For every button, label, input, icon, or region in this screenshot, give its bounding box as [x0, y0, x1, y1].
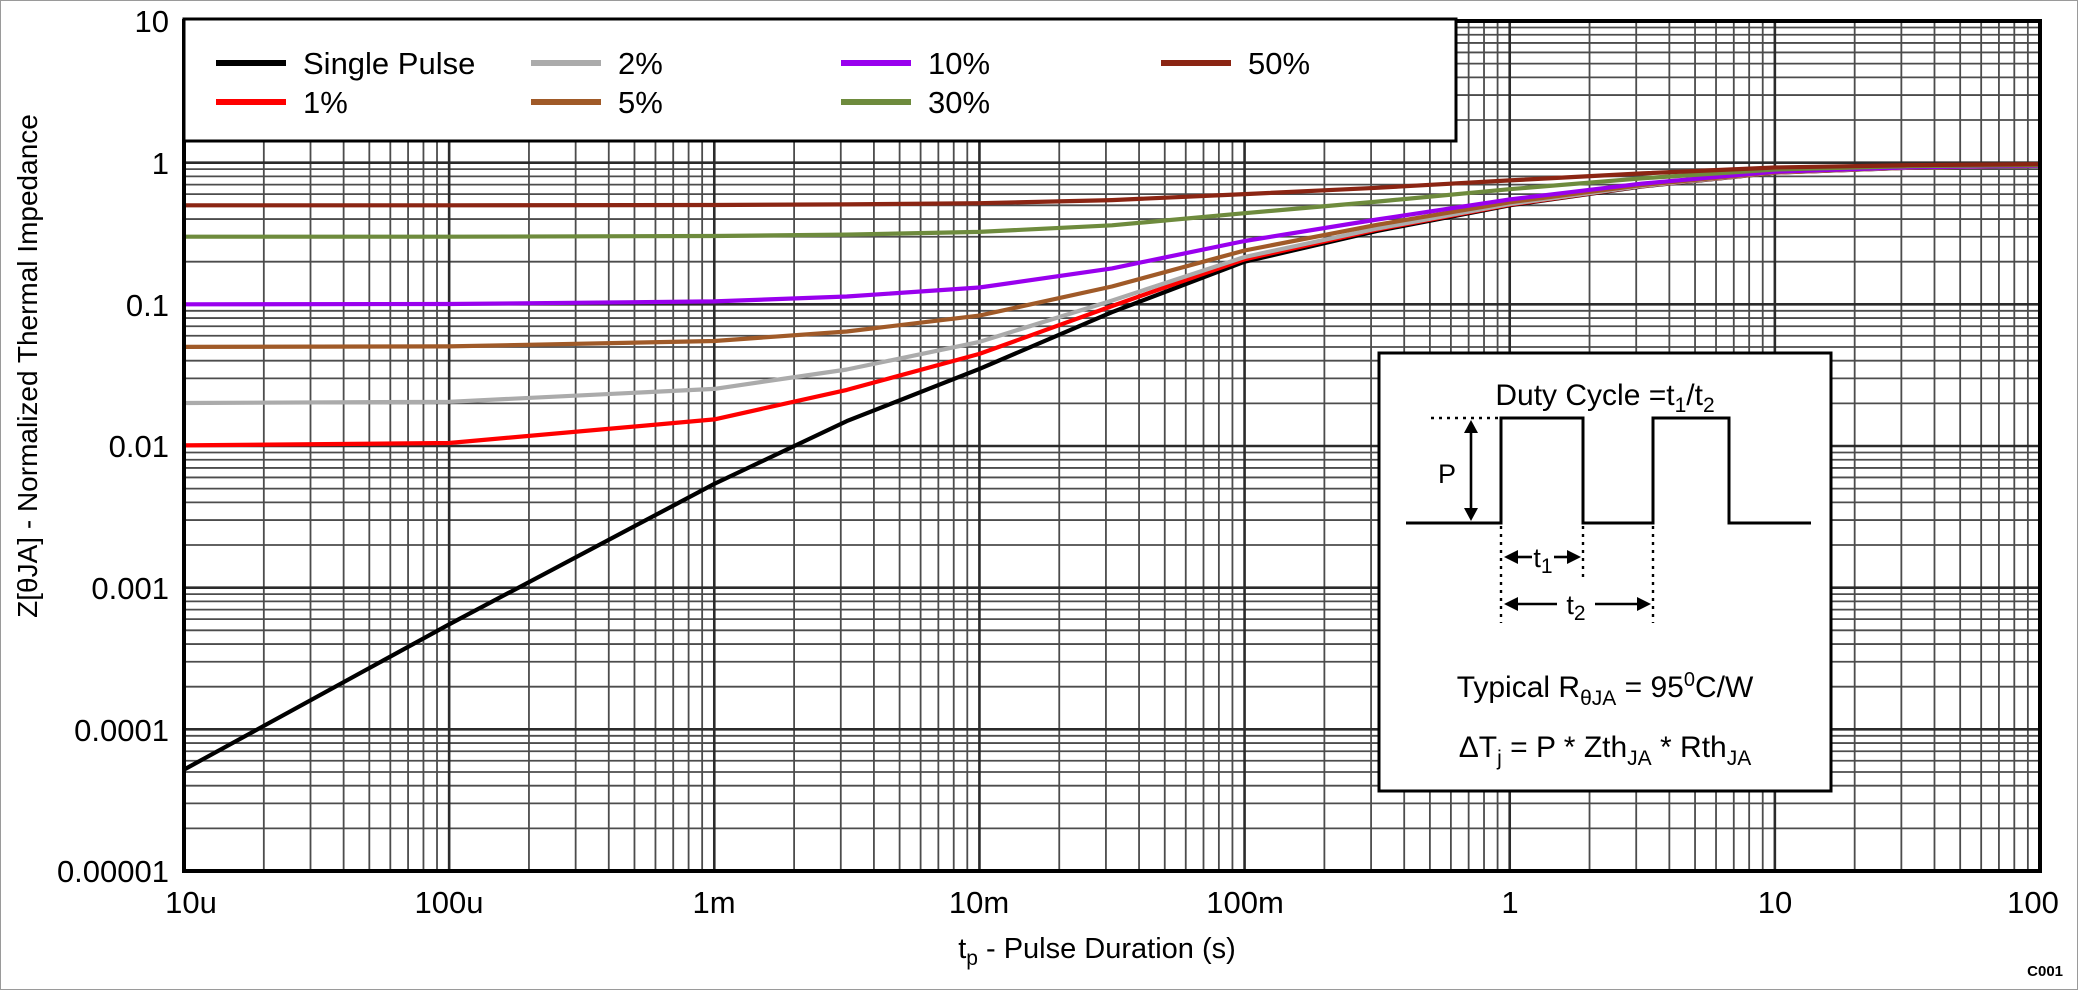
t1-label: t1	[1533, 543, 1552, 578]
legend-label-1pct: 1%	[303, 85, 348, 120]
x-tick-1: 1	[1501, 885, 1518, 920]
x-tick-100m: 100m	[1206, 885, 1284, 920]
rthja-formula: Typical RθJA = 950C/W	[1457, 669, 1754, 710]
y-tick-0p1: 0.1	[126, 288, 169, 323]
x-tick-10m: 10m	[949, 885, 1009, 920]
t2-arrow-head-right	[1637, 597, 1651, 611]
curve-50	[184, 162, 2041, 208]
duty-cycle-waveform: P t1 t2	[1406, 416, 1811, 625]
legend-item-2pct: 2%	[531, 46, 663, 81]
y-tick-0p01: 0.01	[109, 429, 169, 464]
x-tick-10: 10	[1758, 885, 1792, 920]
legend-box	[182, 17, 1458, 143]
legend-label-30pct: 30%	[928, 85, 990, 120]
legend: Single Pulse 1% 2% 5% 10% 30% 50%	[182, 17, 1458, 143]
inset-box	[1377, 351, 1833, 793]
delta-tj-formula: ΔTj = P * ZthJA * RthJA	[1459, 731, 1751, 770]
curve-5	[183, 163, 2041, 349]
y-tick-1: 1	[152, 146, 169, 181]
legend-item-50pct: 50%	[1161, 46, 1310, 81]
y-tick-0p001: 0.001	[91, 571, 169, 606]
inset-annotation: Duty Cycle =t1/t2 P t1 t2	[1377, 351, 1833, 793]
legend-item-1pct: 1%	[216, 85, 348, 120]
legend-label-5pct: 5%	[618, 85, 663, 120]
p-arrow-head-down	[1464, 508, 1478, 521]
t2-label: t2	[1566, 590, 1585, 625]
p-label: P	[1438, 459, 1456, 489]
y-axis-title: Z[θJA] - Normalized Thermal Impedance	[12, 114, 43, 618]
legend-label-10pct: 10%	[928, 46, 990, 81]
x-tick-1m: 1m	[692, 885, 735, 920]
y-tick-0p00001: 0.00001	[57, 854, 169, 889]
y-axis-ticks: 10 1 0.1 0.01 0.001 0.0001 0.00001	[57, 4, 169, 889]
x-tick-100u: 100u	[415, 885, 484, 920]
x-axis-title: tp - Pulse Duration (s)	[958, 933, 1236, 970]
t1-arrow-head-right	[1567, 550, 1581, 564]
curves-group	[182, 162, 2041, 772]
legend-label-single-pulse: Single Pulse	[303, 46, 475, 81]
legend-item-30pct: 30%	[841, 85, 990, 120]
legend-item-10pct: 10%	[841, 46, 990, 81]
legend-item-single-pulse: Single Pulse	[216, 46, 475, 81]
legend-label-50pct: 50%	[1248, 46, 1310, 81]
x-tick-100: 100	[2007, 885, 2059, 920]
t2-arrow-head-left	[1504, 597, 1518, 611]
pulse-waveform-path	[1406, 416, 1811, 525]
x-tick-10u: 10u	[165, 885, 217, 920]
legend-item-5pct: 5%	[531, 85, 663, 120]
legend-label-2pct: 2%	[618, 46, 663, 81]
y-tick-0p0001: 0.0001	[74, 713, 169, 748]
t1-arrow-head-left	[1504, 550, 1518, 564]
figure-code: C001	[2027, 963, 2063, 980]
y-tick-10: 10	[135, 4, 169, 39]
p-arrow-head-up	[1464, 420, 1478, 433]
x-axis-ticks: 10u 100u 1m 10m 100m 1 10 100	[165, 885, 2059, 920]
inset-title: Duty Cycle =t1/t2	[1495, 379, 1714, 417]
